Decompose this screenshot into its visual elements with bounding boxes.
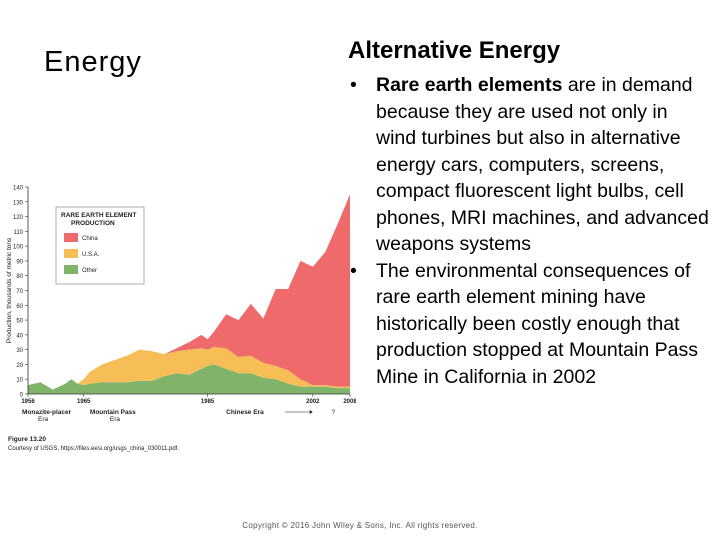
- legend-swatch: [64, 233, 78, 242]
- y-tick-label: 50: [16, 319, 23, 325]
- y-tick-label: 70: [16, 289, 23, 295]
- y-tick-label: 30: [16, 348, 23, 354]
- chart-title-line: RARE EARTH ELEMENT: [61, 212, 137, 219]
- y-axis-label: Production, thousands of metric tons: [6, 237, 13, 343]
- slide-heading: Alternative Energy: [348, 37, 561, 64]
- y-tick-label: 100: [13, 245, 24, 251]
- y-tick-label: 20: [16, 363, 23, 369]
- area-china: [28, 194, 350, 390]
- area-usa: [28, 346, 350, 390]
- era-label: Mountain Pass: [90, 409, 136, 416]
- bullet-marker: •: [350, 74, 357, 96]
- copyright-footer: Copyright © 2016 John Wiley & Sons, Inc.…: [242, 521, 478, 530]
- area-other: [28, 364, 350, 394]
- y-tick-label: 40: [16, 333, 23, 339]
- x-tick-label: 1965: [77, 399, 91, 405]
- era-label: Chinese Era: [226, 409, 264, 416]
- legend-swatch: [64, 265, 78, 274]
- bullet-item-2: • The environmental consequences of rare…: [340, 258, 712, 391]
- y-tick-label: 130: [13, 200, 24, 206]
- y-tick-label: 110: [13, 230, 23, 236]
- y-tick-label: 0: [20, 393, 24, 399]
- legend-label: China: [82, 236, 98, 242]
- x-tick-label: 1985: [201, 399, 215, 405]
- x-tick-label: 2008: [343, 399, 356, 405]
- y-tick-label: 140: [13, 186, 24, 192]
- y-tick-label: 60: [16, 304, 23, 310]
- bullet-text: The environmental consequences of rare e…: [376, 259, 698, 388]
- era-end-label: ?: [331, 409, 335, 416]
- y-tick-label: 90: [16, 259, 23, 265]
- bullet-marker: •: [350, 259, 357, 282]
- rare-earth-production-chart: 0 10 20 30 40 50 60 70 80 90 100 110 120 130 140 Produc…: [6, 186, 356, 453]
- legend-label: Other: [82, 268, 97, 274]
- y-tick-label: 80: [16, 274, 23, 280]
- x-tick-label: 1956: [21, 399, 35, 405]
- era-sub-label: Era: [110, 416, 121, 423]
- bullet-list: • Rare earth elements are in demand beca…: [340, 72, 712, 390]
- era-arrow-head: [309, 410, 313, 414]
- era-label: Monazite-placer: [22, 409, 72, 416]
- era-sub-label: Era: [38, 416, 49, 423]
- legend-swatch: [64, 249, 78, 258]
- bullet-item-1: • Rare earth elements are in demand beca…: [340, 72, 712, 258]
- y-tick-label: 10: [16, 378, 23, 384]
- figure-credit: Courtesy of USGS, https://files.eesi.org…: [8, 446, 179, 452]
- figure-label: Figure 13.20: [8, 436, 46, 443]
- legend-label: U.S.A.: [82, 252, 100, 258]
- bullet-text: are in demand because they are used not …: [376, 74, 709, 255]
- bullet-emphasis: Rare earth elements: [376, 74, 563, 96]
- y-tick-label: 120: [13, 215, 24, 221]
- section-title: Energy: [44, 46, 142, 78]
- x-tick-label: 2002: [306, 399, 320, 405]
- chart-title-line: PRODUCTION: [71, 220, 115, 227]
